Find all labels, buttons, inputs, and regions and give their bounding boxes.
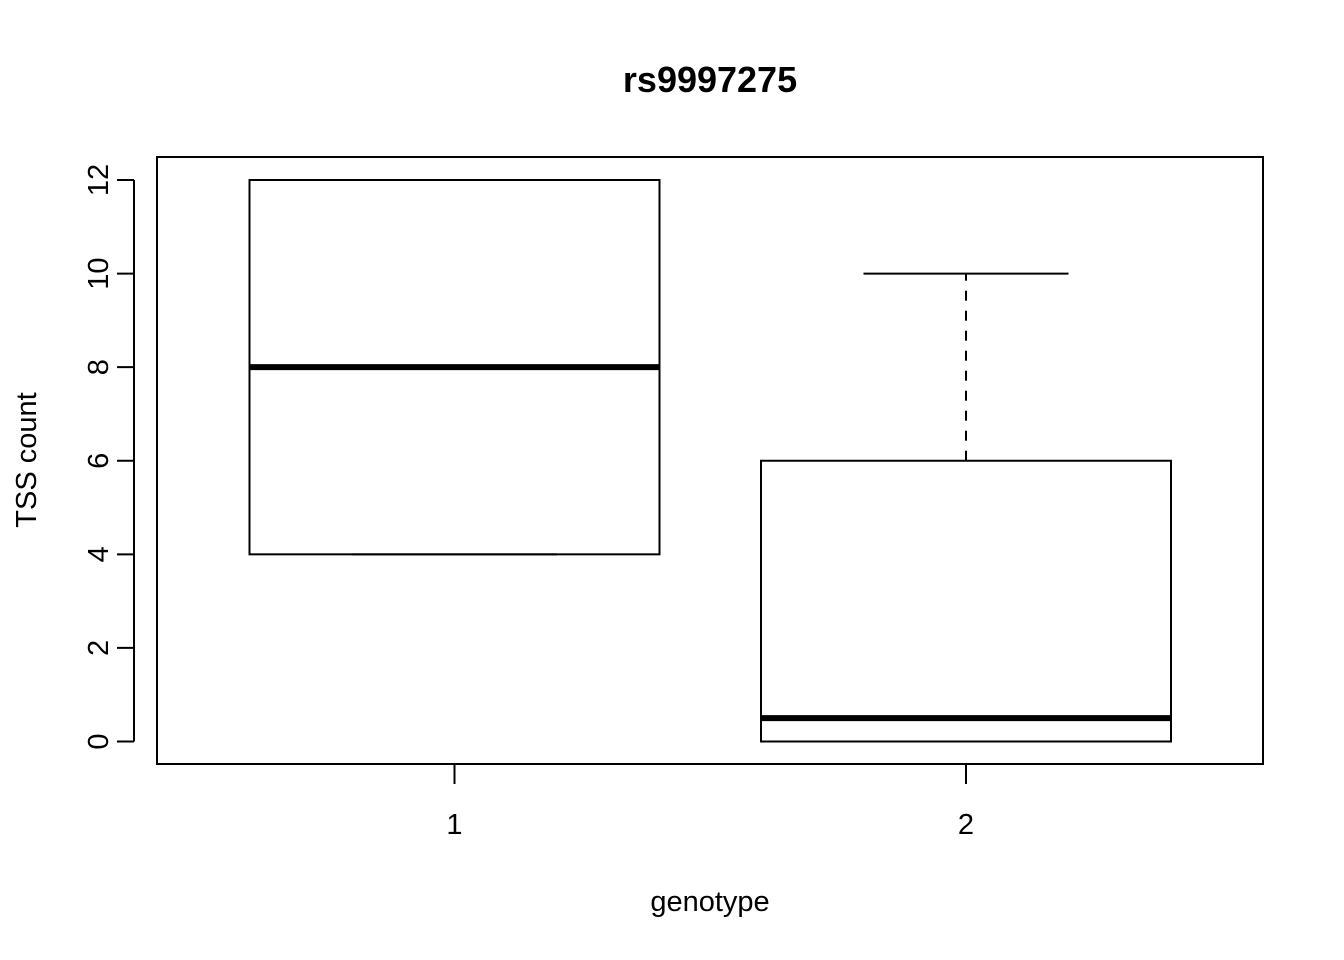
y-tick-label: 8 (83, 359, 115, 375)
y-tick-label: 2 (83, 640, 115, 656)
x-tick-label: 2 (958, 809, 974, 841)
y-axis-label: TSS count (11, 392, 43, 527)
x-axis-label: genotype (650, 886, 769, 918)
y-axis: 0 2 4 6 8 10 12 (83, 164, 135, 750)
y-tick-label: 0 (83, 733, 115, 749)
y-tick-label: 12 (83, 164, 115, 196)
x-tick-label: 1 (446, 809, 462, 841)
y-tick-label: 6 (83, 453, 115, 469)
y-tick-label: 10 (83, 257, 115, 289)
y-tick-label: 4 (83, 546, 115, 562)
chart-title: rs9997275 (623, 59, 797, 100)
box-group (248, 179, 661, 556)
box-group (760, 272, 1172, 743)
iqr-box (760, 459, 1172, 743)
boxes (248, 179, 1172, 743)
